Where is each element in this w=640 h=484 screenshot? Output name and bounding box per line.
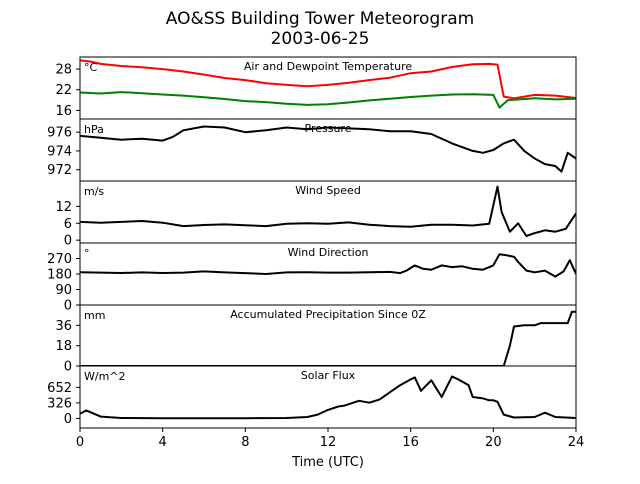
solar_flux-ytick-label-2: 652 xyxy=(47,381,72,396)
temperature-ytick-label-1: 22 xyxy=(55,83,72,98)
wind_speed-ytick-label-0: 0 xyxy=(64,234,72,249)
wind_direction-ytick-label-1: 90 xyxy=(55,283,72,298)
temperature-series-0 xyxy=(80,59,576,100)
precipitation-ytick-label-0: 0 xyxy=(64,360,72,375)
time-axis: 0 4 8 12 16 20 24 xyxy=(76,428,584,450)
temperature-ytick-label-2: 28 xyxy=(55,63,72,78)
wind_speed-series-0 xyxy=(80,185,576,237)
wind_direction-ytick-label-2: 180 xyxy=(47,268,72,283)
precipitation-panel-title: Accumulated Precipitation Since 0Z xyxy=(230,308,426,321)
panel-precipitation: 0 18 36 mm Accumulated Precipitation Since 0… xyxy=(55,304,577,375)
pressure-unit-label: hPa xyxy=(84,123,104,136)
temperature-panel-title: Air and Dewpoint Temperature xyxy=(244,60,412,73)
wind_direction-ytick-label-0: 0 xyxy=(64,299,72,314)
precipitation-ytick-label-2: 36 xyxy=(55,319,72,334)
xtick-label-4: 16 xyxy=(402,435,419,450)
pressure-ytick-label-2: 976 xyxy=(47,126,72,141)
temperature-series-1 xyxy=(80,91,576,109)
panel-pressure: 972 974 976 hPa Pressure xyxy=(47,118,577,182)
solar_flux-series-0 xyxy=(80,375,576,420)
temperature-ytick-label-0: 16 xyxy=(55,104,72,119)
panel-wind_speed: 0 6 12 m/s Wind Speed xyxy=(55,180,577,249)
wind_direction-series-0 xyxy=(80,253,576,278)
chart-subtitle-date: 2003-06-25 xyxy=(271,29,370,49)
pressure-series-0 xyxy=(80,125,576,173)
chart-title: AO&SS Building Tower Meteorogram xyxy=(166,9,474,29)
xtick-label-0: 0 xyxy=(76,435,84,450)
panel-temperature: 16 22 28 °C Air and Dewpoint Temperature xyxy=(55,56,577,120)
xtick-label-6: 24 xyxy=(568,435,585,450)
temperature-unit-label: °C xyxy=(84,61,98,74)
wind_direction-unit-label: ° xyxy=(84,247,90,260)
precipitation-series-0 xyxy=(80,310,576,366)
pressure-ytick-label-0: 972 xyxy=(47,163,72,178)
xtick-label-5: 20 xyxy=(485,435,502,450)
precipitation-unit-label: mm xyxy=(84,309,105,322)
wind_direction-panel-title: Wind Direction xyxy=(288,246,369,259)
wind_speed-unit-label: m/s xyxy=(84,185,104,198)
wind_speed-panel-title: Wind Speed xyxy=(295,184,361,197)
precipitation-ytick-label-1: 18 xyxy=(55,339,72,354)
solar_flux-ytick-label-1: 326 xyxy=(47,396,72,411)
x-axis-label: Time (UTC) xyxy=(291,455,364,470)
pressure-ytick-label-1: 974 xyxy=(47,144,72,159)
wind_speed-ytick-label-2: 12 xyxy=(55,200,72,215)
solar_flux-unit-label: W/m^2 xyxy=(84,370,126,383)
xtick-label-2: 8 xyxy=(241,435,249,450)
wind_speed-ytick-label-1: 6 xyxy=(64,217,72,232)
xtick-label-3: 12 xyxy=(320,435,337,450)
pressure-panel-title: Pressure xyxy=(305,122,352,135)
solar_flux-ytick-label-0: 0 xyxy=(64,412,72,427)
wind_direction-ytick-label-3: 270 xyxy=(47,252,72,267)
solar_flux-panel-title: Solar Flux xyxy=(301,369,356,382)
xtick-label-1: 4 xyxy=(159,435,167,450)
